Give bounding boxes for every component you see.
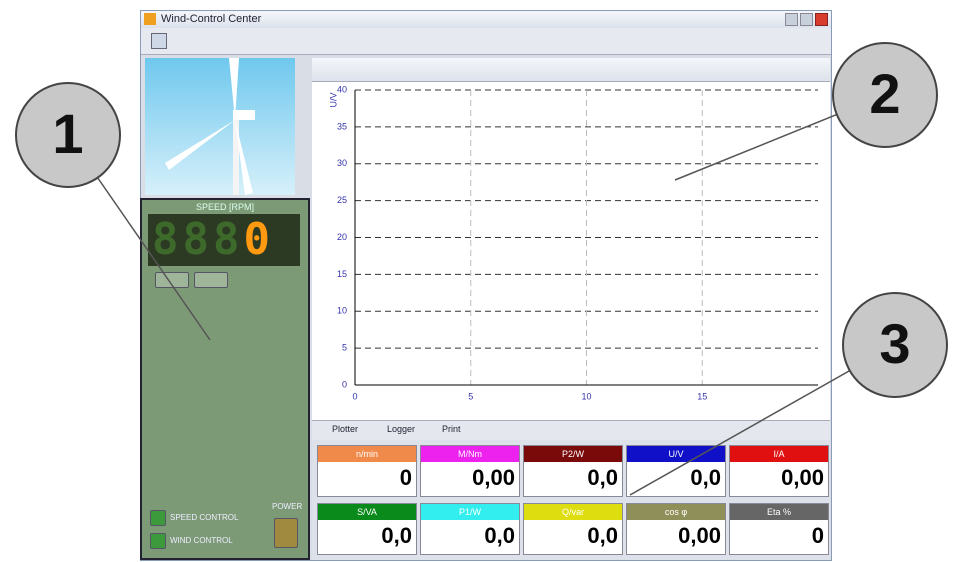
led-dim-digits: 888 [152,214,243,265]
page: Wind-Control Center SPEED [RPM] 8880 SPE… [0,0,965,562]
meter-label: I/A [730,446,828,462]
tab[interactable]: Plotter [320,424,358,434]
y-tick-label: 30 [337,158,347,168]
blade [165,120,235,170]
meter-value: 0 [730,520,828,552]
wind-control-button[interactable] [150,533,166,549]
meter-value: 0 [318,462,416,494]
close-button[interactable] [815,13,828,26]
led-display: 8880 [148,214,300,266]
y-tick-label: 25 [337,195,347,205]
meter-label: cos φ [627,504,725,520]
meter-label: Q/var [524,504,622,520]
wind-control-label: WIND CONTROL [170,536,233,545]
meter-value: 0,0 [627,462,725,494]
app-icon [144,13,156,25]
callout-number: 2 [869,62,900,125]
power-button[interactable] [274,518,298,548]
x-tick-label: 0 [352,391,357,401]
meter-value: 0,0 [318,520,416,552]
toolbar [141,28,831,55]
x-tick-label: 5 [468,391,473,401]
y-tick-label: 40 [337,84,347,94]
meter-value: 0,0 [421,520,519,552]
meter-value: 0,00 [730,462,828,494]
meter-value: 0,00 [627,520,725,552]
meter-value: 0,0 [524,520,622,552]
y-tick-label: 20 [337,232,347,242]
meter-label: n/min [318,446,416,462]
y-axis-label: U/V [328,92,338,107]
up-button[interactable] [194,272,228,288]
down-button[interactable] [155,272,189,288]
tab-bar: Plotter Logger Print [312,420,830,440]
meter-label: Eta % [730,504,828,520]
callout-circle [843,293,947,397]
callout-number: 1 [52,102,83,165]
tower [233,120,239,195]
tab[interactable]: Print [430,424,461,434]
y-tick-label: 35 [337,121,347,131]
speed-label: SPEED [RPM] [142,202,308,212]
chart-toolbar [312,58,830,82]
led-value: 0 [243,214,274,265]
turbine [145,58,295,195]
tab[interactable]: Logger [375,424,415,434]
meter-label: P2/W [524,446,622,462]
meter-label: U/V [627,446,725,462]
speed-control-button[interactable] [150,510,166,526]
y-tick-label: 0 [342,379,347,389]
toolbar-button[interactable] [151,33,167,49]
minimize-button[interactable] [785,13,798,26]
meter: Eta %0 [729,503,829,555]
x-tick-label: 15 [697,391,707,401]
power-label: POWER [272,502,302,511]
callout-circle [16,83,120,187]
y-tick-label: 10 [337,306,347,316]
speed-control-label: SPEED CONTROL [170,513,238,522]
meter-value: 0,00 [421,462,519,494]
x-tick-label: 10 [581,391,591,401]
meter-label: S/VA [318,504,416,520]
callout-circle [833,43,937,147]
nacelle [233,110,255,120]
y-tick-label: 15 [337,269,347,279]
window-title: Wind-Control Center [161,13,261,25]
title-bar: Wind-Control Center [141,11,831,28]
meter-label: P1/W [421,504,519,520]
maximize-button[interactable] [800,13,813,26]
meter-value: 0,0 [524,462,622,494]
control-panel: SPEED [RPM] 8880 SPEED CONTROL WIND CONT… [140,198,310,560]
y-tick-label: 5 [342,343,347,353]
meter-label: M/Nm [421,446,519,462]
turbine-image [145,58,295,195]
callout-number: 3 [879,312,910,375]
plotter-chart: U/V 0 5 10 15 20 25 30 35 40 0 5 10 15 [312,82,830,420]
